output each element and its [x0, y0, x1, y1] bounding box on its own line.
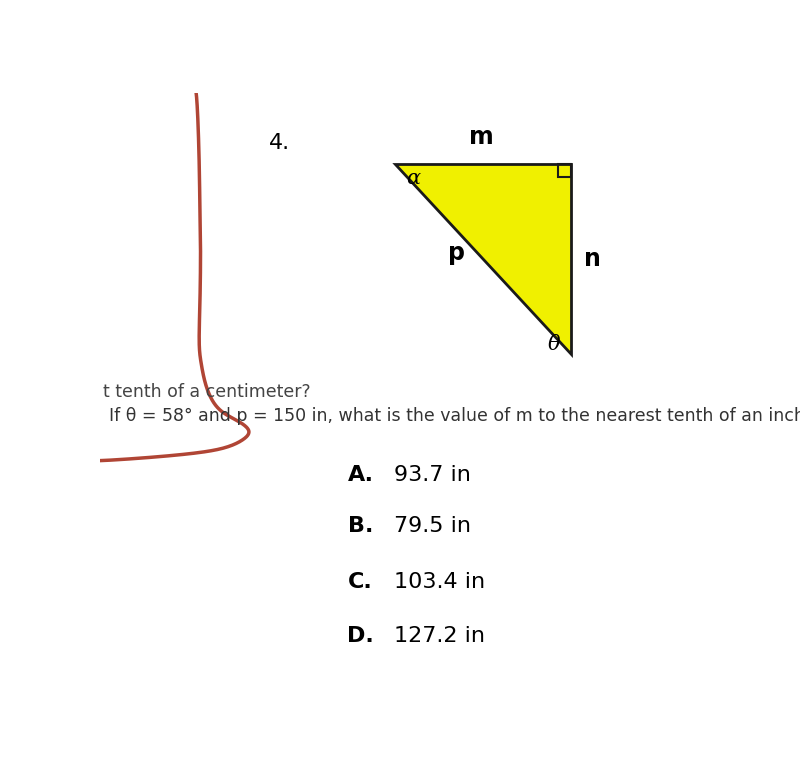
- Text: θ: θ: [547, 335, 560, 354]
- Text: t tenth of a centimeter?: t tenth of a centimeter?: [103, 382, 310, 401]
- Text: 127.2 in: 127.2 in: [394, 626, 486, 646]
- Text: m: m: [469, 125, 494, 149]
- Text: p: p: [448, 241, 465, 264]
- Bar: [558, 163, 571, 177]
- Text: 4.: 4.: [270, 133, 290, 153]
- Text: 103.4 in: 103.4 in: [394, 572, 486, 592]
- Text: n: n: [585, 247, 602, 271]
- Text: D.: D.: [347, 626, 374, 646]
- Text: α: α: [406, 169, 420, 188]
- Polygon shape: [394, 163, 571, 354]
- Text: 93.7 in: 93.7 in: [394, 466, 471, 486]
- Text: 79.5 in: 79.5 in: [394, 516, 471, 536]
- Text: B.: B.: [348, 516, 373, 536]
- Text: A.: A.: [347, 466, 374, 486]
- Text: C.: C.: [348, 572, 373, 592]
- Text: If θ = 58° and p = 150 in, what is the value of m to the nearest tenth of an inc: If θ = 58° and p = 150 in, what is the v…: [110, 407, 800, 425]
